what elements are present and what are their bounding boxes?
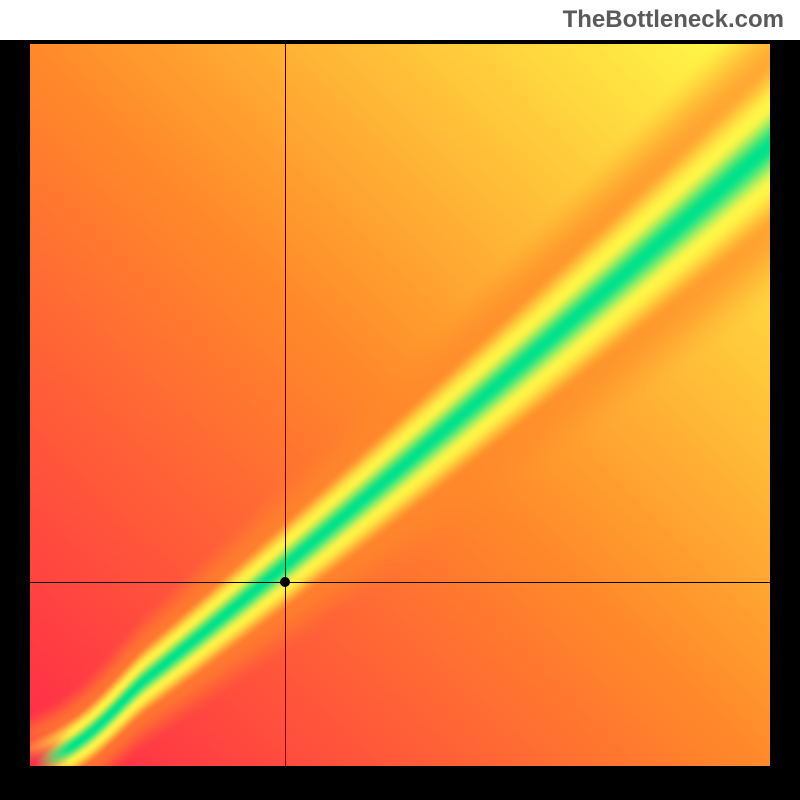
watermark-text: TheBottleneck.com — [563, 6, 784, 33]
header-bar: TheBottleneck.com — [0, 0, 800, 40]
heatmap-canvas — [30, 44, 770, 766]
plot-area — [30, 44, 770, 766]
marker-point — [280, 577, 290, 587]
crosshair-vertical — [285, 44, 286, 766]
plot-frame — [0, 40, 800, 800]
crosshair-horizontal — [30, 582, 770, 583]
